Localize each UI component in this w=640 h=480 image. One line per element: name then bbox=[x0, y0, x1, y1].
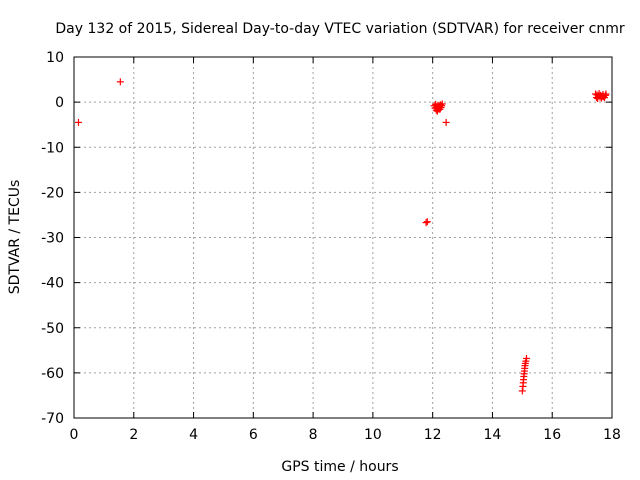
y-tick-label: -10 bbox=[41, 140, 64, 156]
x-tick-label: 0 bbox=[70, 427, 79, 443]
data-point bbox=[74, 118, 82, 126]
y-tick-label: -70 bbox=[41, 411, 64, 427]
data-point bbox=[438, 100, 446, 108]
plot-frame bbox=[73, 56, 613, 419]
y-tick-label: -40 bbox=[41, 276, 64, 292]
axis-ticks: 0 2 4 6 8 10 12 14 16 18 10 0 -10 -20 -30 -40 -50 -60 -70 bbox=[41, 50, 621, 443]
grid bbox=[74, 57, 612, 418]
y-tick-label: 10 bbox=[46, 50, 64, 66]
x-tick-label: 16 bbox=[543, 427, 561, 443]
x-tick-label: 14 bbox=[484, 427, 502, 443]
data-point bbox=[442, 118, 450, 126]
x-tick-label: 12 bbox=[424, 427, 442, 443]
x-tick-label: 10 bbox=[364, 427, 382, 443]
x-axis-label: GPS time / hours bbox=[281, 459, 398, 475]
chart-title: Day 132 of 2015, Sidereal Day-to-day VTE… bbox=[55, 21, 624, 37]
data-point bbox=[523, 354, 531, 362]
y-axis-label: SDTVAR / TECUs bbox=[7, 180, 23, 295]
y-tick-label: -50 bbox=[41, 321, 64, 337]
x-tick-label: 6 bbox=[249, 427, 258, 443]
y-tick-label: 0 bbox=[55, 95, 64, 111]
data-point bbox=[602, 90, 610, 98]
data-points bbox=[74, 78, 610, 395]
y-tick-label: -60 bbox=[41, 366, 64, 382]
x-tick-label: 2 bbox=[129, 427, 138, 443]
data-point bbox=[422, 219, 430, 227]
data-point bbox=[116, 78, 124, 86]
y-tick-label: -30 bbox=[41, 231, 64, 247]
data-point bbox=[423, 218, 431, 226]
x-tick-label: 18 bbox=[603, 427, 621, 443]
x-tick-label: 8 bbox=[309, 427, 318, 443]
x-tick-label: 4 bbox=[189, 427, 198, 443]
y-tick-label: -20 bbox=[41, 185, 64, 201]
